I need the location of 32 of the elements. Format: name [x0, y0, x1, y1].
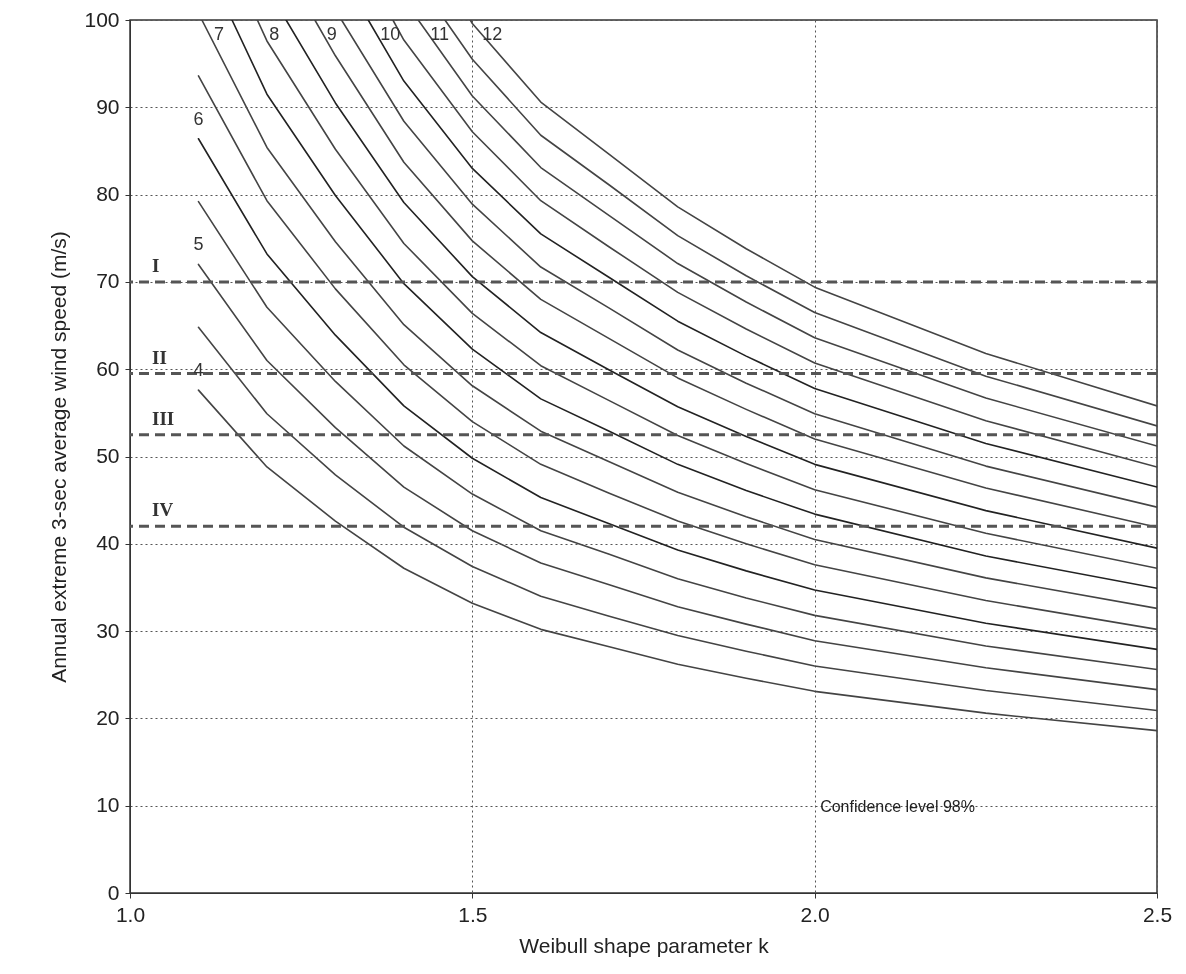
series-label: 8 [269, 24, 280, 44]
x-tick-label: 1.0 [115, 902, 146, 926]
y-tick-label: 60 [96, 356, 120, 380]
ref-line-label: I [152, 254, 160, 276]
y-tick-label: 100 [84, 7, 120, 31]
y-tick-label: 40 [96, 531, 120, 555]
ref-line-label: IV [152, 499, 174, 521]
series-label: 6 [193, 108, 204, 129]
series-label: 11 [430, 24, 449, 44]
y-tick-label: 20 [96, 705, 120, 729]
y-tick-label: 50 [96, 444, 120, 467]
line-series [197, 389, 1157, 732]
y-tick-label: 30 [96, 618, 120, 642]
x-tick-label: 2.5 [1142, 902, 1173, 926]
series-label: 7 [213, 24, 224, 44]
y-tick-label: 80 [96, 182, 120, 206]
y-axis-title: Annual extreme 3-sec average wind speed (m/s) [47, 231, 71, 683]
series-label: 4 [193, 360, 204, 381]
y-tick-label: 90 [96, 94, 120, 118]
ref-line-label: II [152, 346, 167, 368]
series-label: 12 [482, 24, 503, 44]
x-axis-title: Weibull shape parameter k [519, 933, 770, 957]
ref-line-label: III [152, 407, 175, 429]
series-label: 5 [193, 234, 204, 255]
x-tick-label: 1.5 [458, 902, 488, 926]
y-tick-label: 0 [107, 880, 120, 904]
series-label: 9 [326, 24, 337, 44]
annotation: Confidence level 98% [820, 798, 975, 816]
y-tick-label: 70 [96, 269, 120, 293]
x-tick-label: 2.0 [800, 902, 830, 926]
y-tick-label: 10 [96, 793, 120, 817]
series-label: 10 [380, 24, 401, 44]
